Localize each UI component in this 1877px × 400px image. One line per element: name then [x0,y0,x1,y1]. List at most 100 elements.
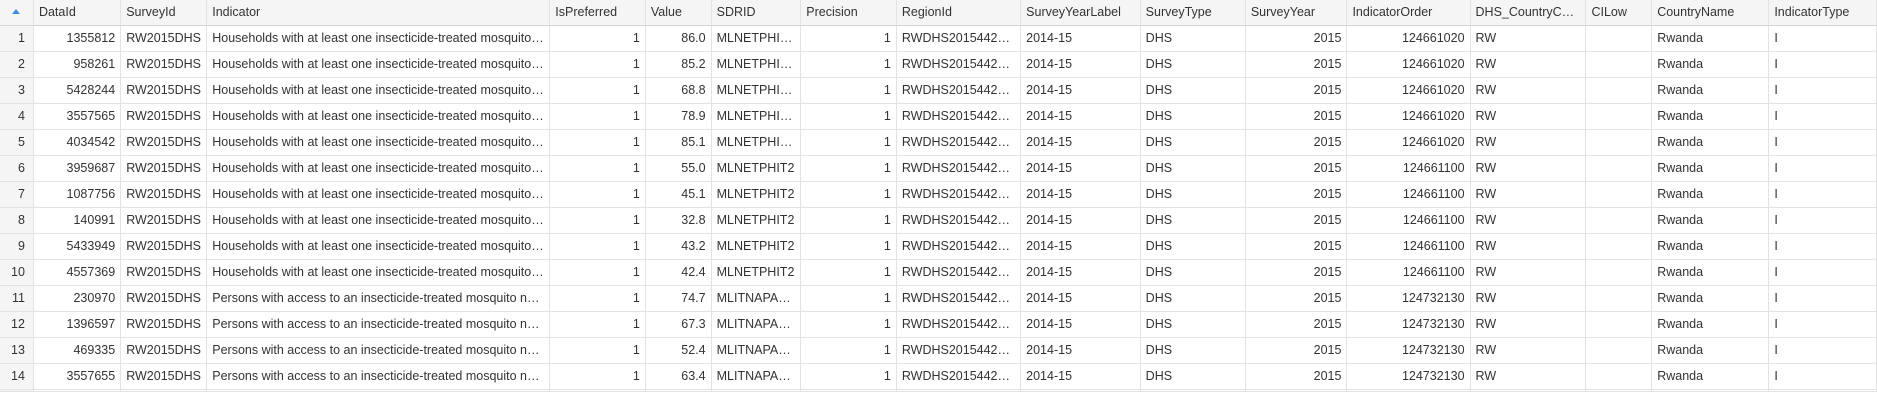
table-row[interactable]: 5 4034542 RW2015DHS Households with at leas… [0,129,1877,156]
cell-precision: 1 [800,181,897,208]
cell-indicator: Persons with access to an insecticide-tr… [206,363,551,390]
cell-precision: 1 [800,155,897,182]
cell-surveytype: DHS [1140,129,1246,156]
cell-cilow [1585,155,1653,182]
cell-sdrid: MLNETPHIT2 [711,181,802,208]
cell-surveyyear: 2015 [1245,103,1348,130]
cell-surveyyear: 2015 [1245,25,1348,52]
table-row[interactable]: 7 1087756 RW2015DHS Households with at leas… [0,181,1877,208]
cell-value: 32.8 [645,207,712,234]
table-row[interactable]: 1 1355812 RW2015DHS Households with at leas… [0,25,1877,52]
table-row[interactable]: 14 3557655 RW2015DHS Persons with access to… [0,363,1877,390]
cell-surveyyear: 2015 [1245,259,1348,286]
table-row[interactable]: 10 4557369 RW2015DHS Households with at lea… [0,259,1877,286]
row-number: 2 [0,51,34,78]
cell-surveytype: DHS [1140,155,1246,182]
cell-indicator: Persons with access to an insecticide-tr… [206,285,551,312]
grid-bottom-edge [0,391,1877,400]
cell-surveytype: DHS [1140,25,1246,52]
cell-indicatortype: I [1768,51,1877,78]
table-row[interactable]: 9 5433949 RW2015DHS Households with at leas… [0,233,1877,260]
column-header-indicatortype[interactable]: IndicatorType [1768,0,1877,26]
cell-indicator: Households with at least one insecticide… [206,155,551,182]
cell-indicatortype: I [1768,311,1877,338]
table-row[interactable]: 13 469335 RW2015DHS Persons with access to … [0,337,1877,364]
column-header-value[interactable]: Value [645,0,712,26]
row-number: 10 [0,259,34,286]
column-header-surveyyear[interactable]: SurveyYear [1245,0,1348,26]
table-row[interactable]: 12 1396597 RW2015DHS Persons with access to… [0,311,1877,338]
column-header-surveyyearlabel[interactable]: SurveyYearLabel [1020,0,1141,26]
cell-sdrid: MLNETPHIT2 [711,259,802,286]
cell-indicatororder: 124661020 [1346,51,1471,78]
column-header-regionid[interactable]: RegionId [896,0,1022,26]
cell-dataid: 1087756 [33,181,122,208]
cell-indicatororder: 124661100 [1346,181,1471,208]
table-row[interactable]: 6 3959687 RW2015DHS Households with at leas… [0,155,1877,182]
table-row[interactable]: 2 958261 RW2015DHS Households with at least… [0,51,1877,78]
row-number: 7 [0,181,34,208]
cell-surveyyear: 2015 [1245,285,1348,312]
cell-countryname: Rwanda [1651,311,1770,338]
column-header-indicatororder[interactable]: IndicatorOrder [1346,0,1471,26]
cell-sdrid: MLNETPHITN [711,103,802,130]
cell-indicator: Persons with access to an insecticide-tr… [206,337,551,364]
column-header-precision[interactable]: Precision [800,0,897,26]
column-header-dhs-countrycode[interactable]: DHS_CountryCode [1470,0,1587,26]
cell-cilow [1585,363,1653,390]
cell-cilow [1585,103,1653,130]
cell-surveytype: DHS [1140,51,1246,78]
column-header-indicator[interactable]: Indicator [206,0,551,26]
cell-dhs-countrycode: RW [1470,181,1587,208]
cell-dhs-countrycode: RW [1470,233,1587,260]
row-number: 6 [0,155,34,182]
cell-ispreferred: 1 [549,51,646,78]
cell-countryname: Rwanda [1651,77,1770,104]
row-number: 11 [0,285,34,312]
cell-countryname: Rwanda [1651,181,1770,208]
column-header-ispreferred[interactable]: IsPreferred [549,0,646,26]
cell-ispreferred: 1 [549,259,646,286]
cell-surveyyearlabel: 2014-15 [1020,259,1141,286]
cell-indicator: Households with at least one insecticide… [206,181,551,208]
column-header-cilow[interactable]: CILow [1585,0,1653,26]
cell-surveyyearlabel: 2014-15 [1020,25,1141,52]
cell-surveyyear: 2015 [1245,77,1348,104]
column-header-sdrid[interactable]: SDRID [711,0,802,26]
table-row[interactable]: 11 230970 RW2015DHS Persons with access to … [0,285,1877,312]
cell-dhs-countrycode: RW [1470,155,1587,182]
cell-indicatororder: 124661100 [1346,259,1471,286]
cell-indicatortype: I [1768,285,1877,312]
cell-precision: 1 [800,51,897,78]
cell-indicator: Persons with access to an insecticide-tr… [206,311,551,338]
cell-surveyyear: 2015 [1245,311,1348,338]
cell-ispreferred: 1 [549,25,646,52]
cell-regionid: RWDHS2015442002 [896,51,1022,78]
cell-ispreferred: 1 [549,155,646,182]
cell-surveyyearlabel: 2014-15 [1020,363,1141,390]
cell-indicatortype: I [1768,155,1877,182]
cell-indicatororder: 124661100 [1346,155,1471,182]
cell-ispreferred: 1 [549,207,646,234]
table-row[interactable]: 3 5428244 RW2015DHS Households with at leas… [0,77,1877,104]
cell-dhs-countrycode: RW [1470,51,1587,78]
row-number: 9 [0,233,34,260]
cell-surveyid: RW2015DHS [120,77,208,104]
table-row[interactable]: 8 140991 RW2015DHS Households with at least… [0,207,1877,234]
table-row[interactable]: 4 3557565 RW2015DHS Households with at leas… [0,103,1877,130]
column-header-dataid[interactable]: DataId [33,0,122,26]
cell-surveyid: RW2015DHS [120,363,208,390]
column-header-surveytype[interactable]: SurveyType [1140,0,1246,26]
cell-indicatortype: I [1768,25,1877,52]
cell-surveyyearlabel: 2014-15 [1020,77,1141,104]
cell-surveyyear: 2015 [1245,181,1348,208]
corner-sort-cell[interactable] [0,0,34,26]
column-header-countryname[interactable]: CountryName [1651,0,1770,26]
cell-cilow [1585,337,1653,364]
column-header-surveyid[interactable]: SurveyId [120,0,208,26]
cell-surveyyearlabel: 2014-15 [1020,129,1141,156]
cell-ispreferred: 1 [549,181,646,208]
cell-indicatororder: 124661020 [1346,25,1471,52]
cell-ispreferred: 1 [549,337,646,364]
